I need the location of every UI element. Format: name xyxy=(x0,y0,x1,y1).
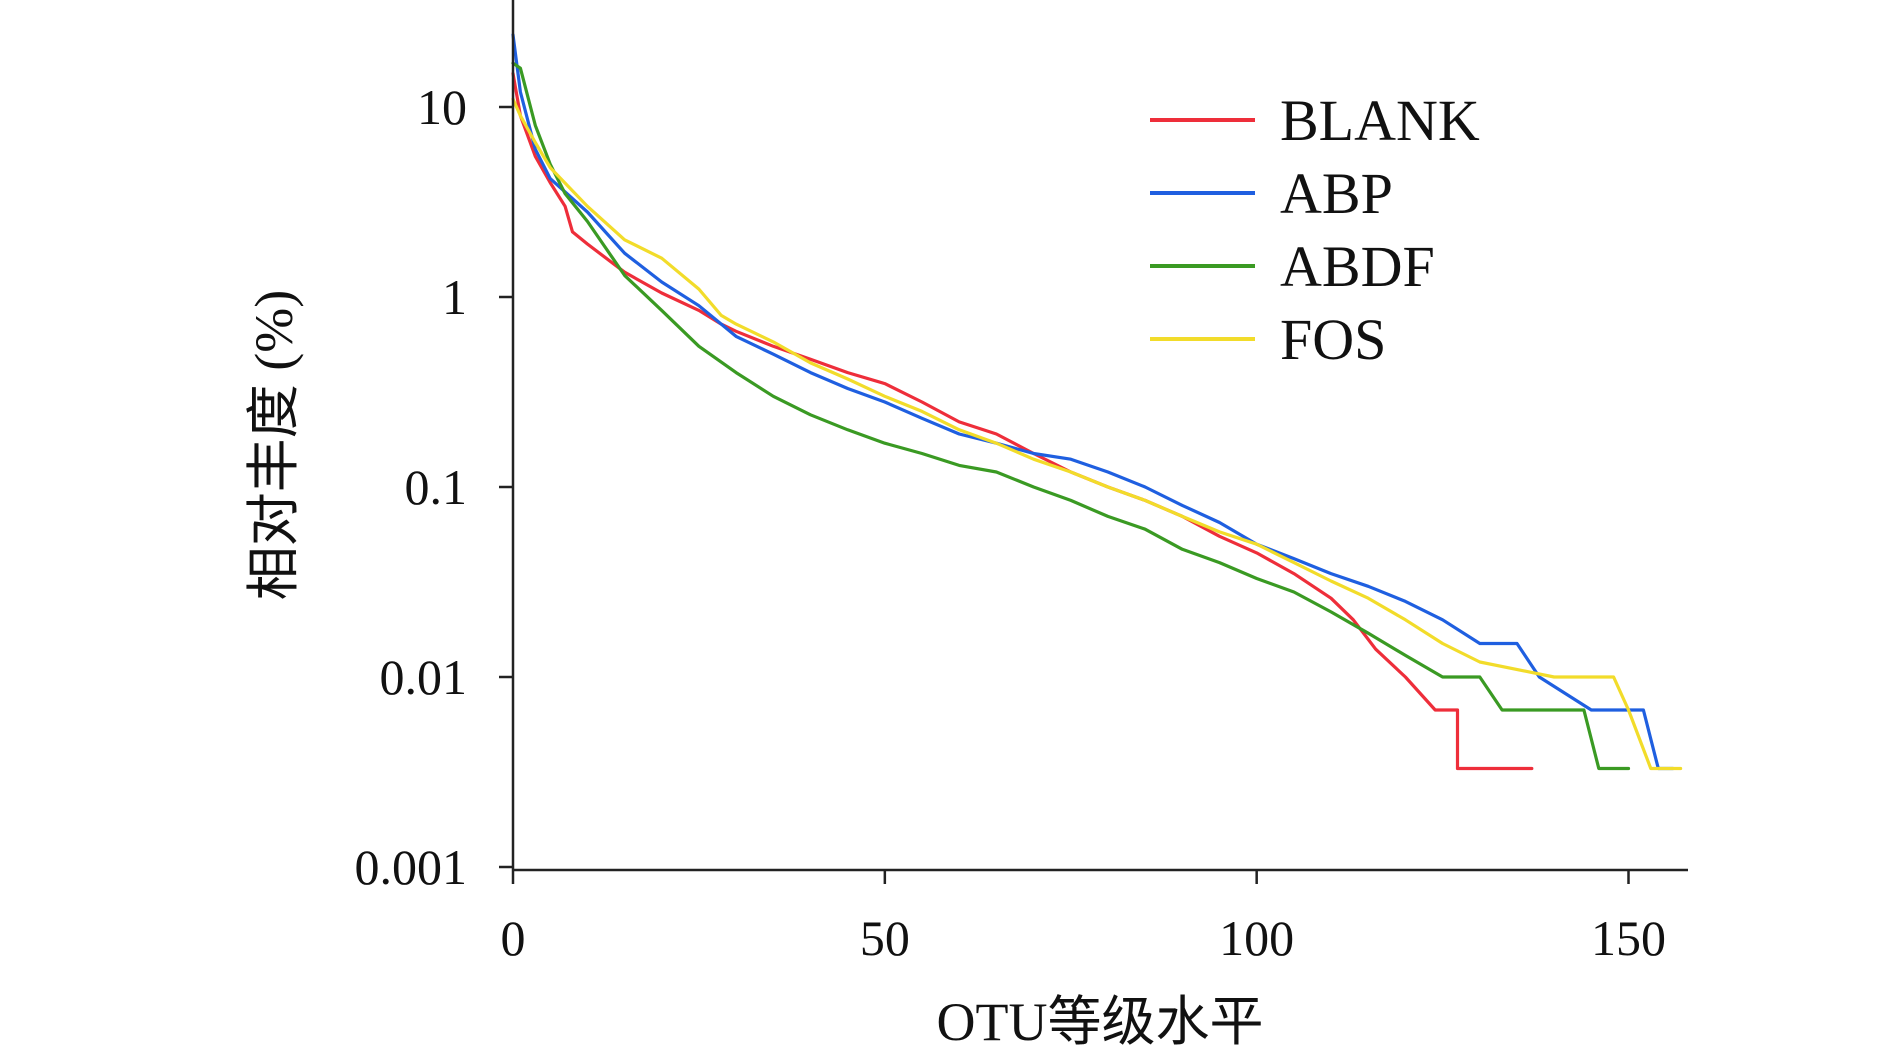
legend-label-fos: FOS xyxy=(1280,307,1386,372)
x-tick-label: 0 xyxy=(501,910,526,966)
y-tick-label: 0.1 xyxy=(405,459,468,515)
series-line-abdf xyxy=(511,61,1631,771)
x-tick-label: 50 xyxy=(860,910,910,966)
y-tick-label: 10 xyxy=(417,79,467,135)
x-axis-title: OTU等级水平 xyxy=(937,992,1264,1050)
y-ticks-group: 10 1 0.1 0.01 0.001 xyxy=(355,79,513,895)
y-tick-label: 0.001 xyxy=(355,839,468,895)
legend-label-blank: BLANK xyxy=(1280,88,1480,153)
series-line-fos xyxy=(511,97,1683,771)
legend-label-abdf: ABDF xyxy=(1280,234,1435,299)
y-tick-label: 1 xyxy=(442,269,467,325)
axes-group xyxy=(511,0,1688,872)
legend: BLANK ABP ABDF FOS xyxy=(1150,88,1480,372)
x-ticks-group: 0 50 100 150 xyxy=(501,870,1666,966)
legend-label-abp: ABP xyxy=(1280,161,1393,226)
y-tick-label: 0.01 xyxy=(380,649,468,705)
x-tick-label: 100 xyxy=(1219,910,1294,966)
y-axis-title: 相对丰度 (%) xyxy=(244,290,304,600)
x-tick-label: 150 xyxy=(1591,910,1666,966)
series-line-abp xyxy=(511,33,1675,771)
plot-series-group xyxy=(511,33,1683,771)
